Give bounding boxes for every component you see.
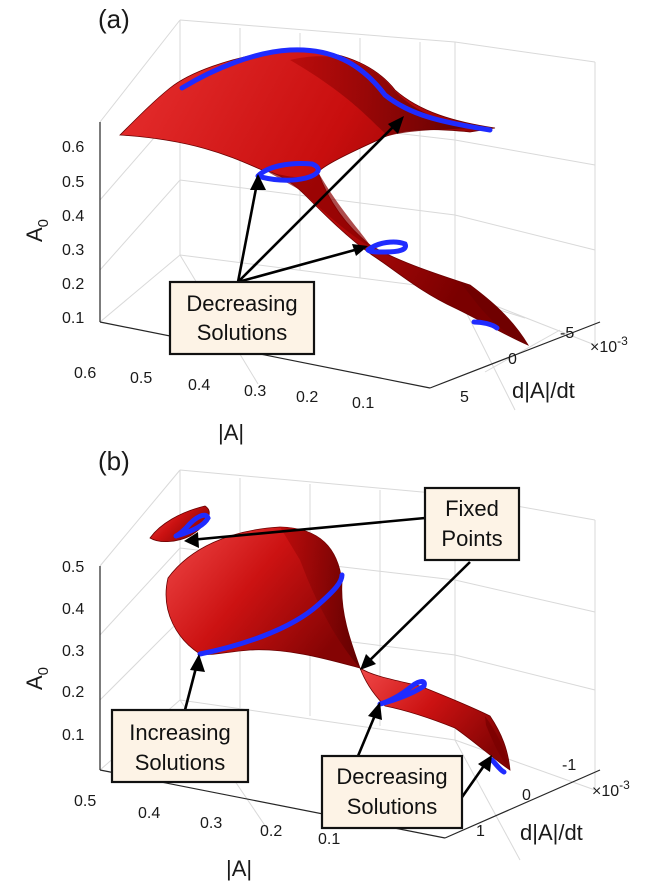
panel-a-annotation-decreasing: Decreasing Solutions [168, 116, 404, 356]
panel-b-z-label: A0 [22, 667, 52, 690]
panel-a-z-ticks: 0.6 0.5 0.4 0.3 0.2 0.1 [62, 139, 84, 327]
panel-b-z-tick: 0.3 [62, 643, 84, 660]
panel-a-solution-curves [179, 47, 500, 331]
panel-b-curve-cap [173, 512, 211, 539]
svg-text:Points: Points [441, 526, 502, 551]
panel-b-y-tick: -1 [562, 757, 576, 774]
panel-a-curve-tip [471, 319, 500, 331]
panel-b-x-tick: 0.2 [260, 823, 282, 840]
panel-b-z-tick: 0.1 [62, 727, 84, 744]
svg-text:Increasing: Increasing [129, 720, 231, 745]
panel-a-z-tick: 0.2 [62, 276, 84, 293]
svg-text:Decreasing: Decreasing [336, 764, 447, 789]
panel-b-curve-lower [377, 679, 427, 707]
panel-a-z-label: A0 [22, 219, 52, 242]
panel-b-z-tick: 0.5 [62, 559, 84, 576]
panel-a-x-tick: 0.5 [130, 370, 152, 387]
svg-text:Solutions: Solutions [347, 794, 438, 819]
panel-b-z-ticks: 0.5 0.4 0.3 0.2 0.1 [62, 559, 84, 744]
svg-text:Solutions: Solutions [197, 320, 288, 345]
panel-b-curve-tip [489, 757, 507, 775]
panel-a-y-exponent: ×10-3 [590, 334, 628, 356]
panel-a: (a) [22, 4, 628, 445]
panel-b-y-ticks: -1 0 1 [476, 757, 576, 840]
panel-a-y-tick: -5 [560, 325, 574, 342]
panel-b-y-axis-line [444, 769, 601, 839]
panel-a-label: (a) [98, 4, 130, 34]
panel-a-x-tick: 0.2 [296, 389, 318, 406]
panel-b-x-tick: 0.5 [74, 793, 96, 810]
panel-a-curve-lower [365, 239, 408, 255]
svg-text:Decreasing: Decreasing [186, 291, 297, 316]
panel-b-x-tick: 0.3 [200, 815, 222, 832]
panel-a-x-tick: 0.3 [244, 383, 266, 400]
panel-b-annotation-increasing: Increasing Solutions [110, 654, 250, 784]
panel-b-y-label: d|A|/dt [520, 820, 583, 845]
panel-b-annotation-fixed-points: Fixed Points [184, 486, 521, 670]
panel-a-curve-mid [255, 161, 321, 183]
svg-text:Solutions: Solutions [135, 750, 226, 775]
panel-b-x-ticks: 0.5 0.4 0.3 0.2 0.1 [74, 793, 340, 848]
panel-b-x-tick: 0.4 [138, 805, 160, 822]
panel-a-z-tick: 0.6 [62, 139, 84, 156]
panel-a-z-tick: 0.3 [62, 242, 84, 259]
panel-b-curve-big [197, 572, 345, 657]
panel-a-y-axis-line [429, 321, 601, 389]
panel-b-y-exponent: ×10-3 [592, 778, 630, 800]
panel-a-y-tick: 5 [460, 389, 469, 406]
panel-a-y-label: d|A|/dt [512, 378, 575, 403]
panel-a-z-tick: 0.1 [62, 310, 84, 327]
panel-b-label: (b) [98, 446, 130, 476]
panel-b-solution-curves [173, 512, 507, 775]
panel-b-z-tick: 0.4 [62, 601, 84, 618]
panel-b-y-tick: 1 [476, 823, 485, 840]
panel-a-y-ticks: -5 0 5 [460, 325, 574, 406]
panel-b-y-tick: 0 [522, 787, 531, 804]
panel-a-x-tick: 0.1 [352, 395, 374, 412]
svg-text:Fixed: Fixed [445, 496, 499, 521]
panel-a-curve-top [179, 47, 493, 133]
panel-a-x-label: |A| [218, 420, 244, 445]
panel-b: (b) [22, 446, 630, 881]
panel-a-z-tick: 0.5 [62, 174, 84, 191]
panel-b-annotation-decreasing: Decreasing Solutions [320, 702, 492, 830]
panel-b-x-label: |A| [226, 856, 252, 881]
panel-a-y-tick: 0 [508, 351, 517, 368]
panel-a-x-ticks: 0.6 0.5 0.4 0.3 0.2 0.1 [74, 365, 374, 412]
panel-b-x-tick: 0.1 [318, 831, 340, 848]
panel-b-z-tick: 0.2 [62, 684, 84, 701]
panel-a-x-tick: 0.4 [188, 377, 210, 394]
panel-a-x-tick: 0.6 [74, 365, 96, 382]
panel-a-z-tick: 0.4 [62, 208, 84, 225]
